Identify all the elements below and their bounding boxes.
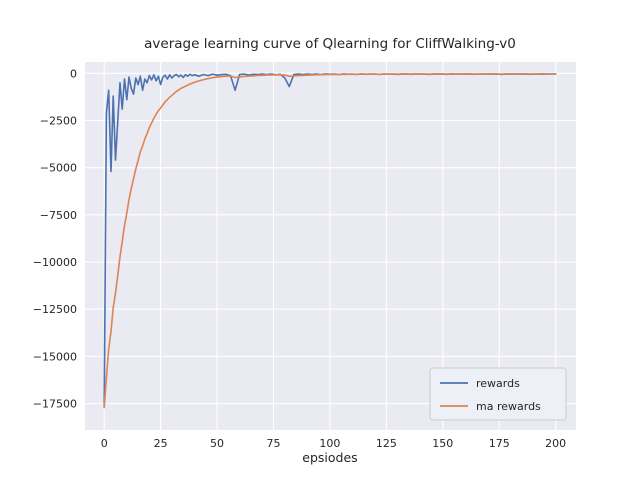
ma-rewards-line <box>103 73 557 409</box>
y-tick-label: −17500 <box>33 398 77 411</box>
y-tick-label: 0 <box>70 67 77 80</box>
y-tick-label: −15000 <box>33 350 77 363</box>
x-tick-label: 50 <box>210 437 224 450</box>
x-tick-label: 25 <box>154 437 168 450</box>
y-tick-label: −12500 <box>33 303 77 316</box>
legend-label: ma rewards <box>476 400 541 413</box>
y-tick-label: −2500 <box>40 115 77 128</box>
x-tick-label: 200 <box>545 437 566 450</box>
x-tick-label: 150 <box>432 437 453 450</box>
x-tick-label: 0 <box>101 437 108 450</box>
x-tick-label: 75 <box>266 437 280 450</box>
legend-label: rewards <box>476 377 520 390</box>
chart-title: average learning curve of Qlearning for … <box>144 36 516 52</box>
x-tick-label: 100 <box>319 437 340 450</box>
y-tick-label: −5000 <box>40 162 77 175</box>
x-tick-label: 175 <box>489 437 510 450</box>
legend-box <box>429 367 567 421</box>
x-axis-label: epsiodes <box>302 450 357 465</box>
x-tick-label: 125 <box>376 437 397 450</box>
y-tick-label: −10000 <box>33 256 77 269</box>
y-tick-label: −7500 <box>40 209 77 222</box>
